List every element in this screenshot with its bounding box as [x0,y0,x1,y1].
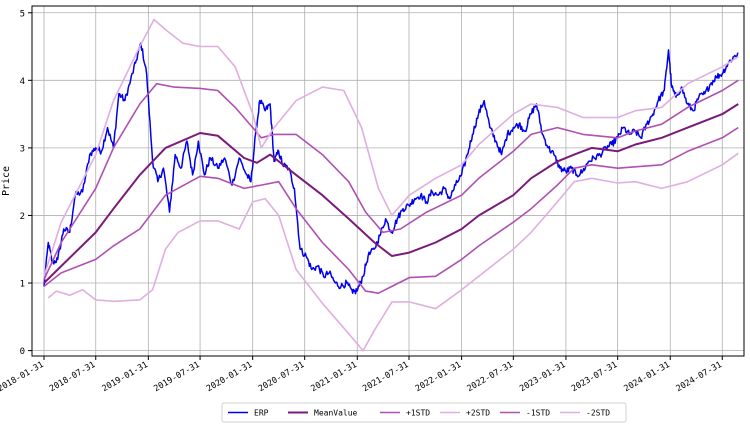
x-tick-label: 2024-07-31 [674,360,723,394]
series-line-3 [43,18,739,277]
legend-label: -2STD [586,409,610,418]
grid-lines [32,6,744,356]
x-tick-label: 2020-01-31 [205,360,254,394]
y-tick-label: 1 [20,280,25,290]
x-tick-label: 2022-07-31 [466,360,515,394]
series-line-1 [43,103,739,284]
series-line-0 [43,42,739,295]
x-tick-label: 2021-07-31 [361,360,410,394]
y-tick-label: 0 [20,347,25,357]
x-tick-label: 2021-01-31 [309,360,358,394]
y-axis-label: Price [1,166,12,196]
y-axis-ticks: 0 1 2 3 4 5 [20,9,32,357]
series-lines [43,18,739,352]
series-line-4 [43,126,739,294]
x-tick-label: 2023-07-31 [570,360,619,394]
legend-label: +2STD [466,409,490,418]
y-tick-label: 3 [20,144,25,154]
series-line-2 [43,79,739,280]
legend: ERP MeanValue +1STD +2STD -1STD -2STD [221,402,627,423]
x-tick-label: 2018-07-31 [48,360,97,394]
series-line-5 [47,152,739,352]
plot-frame [31,5,745,357]
x-tick-label: 2022-01-31 [414,360,463,394]
legend-label: MeanValue [314,409,358,418]
y-tick-label: 4 [20,77,25,87]
x-axis-ticks: 2018-01-31 2018-07-31 2019-01-31 2019-07-31… [0,356,724,394]
x-tick-label: 2020-07-31 [257,360,306,394]
x-tick-label: 2019-07-31 [152,360,201,394]
legend-box [221,402,627,423]
x-tick-label: 2024-01-31 [622,360,671,394]
y-tick-label: 5 [20,9,25,19]
x-tick-label: 2023-01-31 [518,360,567,394]
legend-label: ERP [254,409,269,418]
x-tick-label: 2019-01-31 [101,360,150,394]
x-tick-label: 2018-01-31 [0,360,46,394]
y-tick-label: 2 [20,212,25,222]
legend-label: +1STD [406,409,430,418]
legend-label: -1STD [526,409,550,418]
